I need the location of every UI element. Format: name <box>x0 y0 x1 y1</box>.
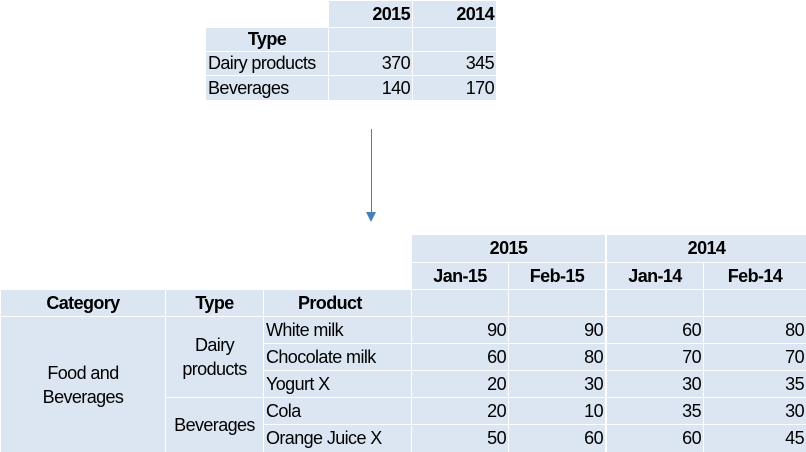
value-cell[interactable]: 60 <box>509 425 605 452</box>
value-cell[interactable]: 90 <box>412 317 508 343</box>
bottom-month-header[interactable]: Feb-14 <box>704 263 806 289</box>
product-cell[interactable]: Orange Juice X <box>264 425 411 452</box>
value-cell[interactable]: 30 <box>704 398 806 424</box>
type-cell-dairy[interactable]: Dairy products <box>166 317 263 397</box>
type-cell-beverages[interactable]: Beverages <box>166 398 263 452</box>
down-arrow-line <box>371 129 372 213</box>
category-line: Food and <box>47 362 119 383</box>
bottom-year-2015[interactable]: 2015 <box>412 235 605 262</box>
value-cell[interactable]: 30 <box>607 371 703 397</box>
value-cell[interactable]: 60 <box>607 425 703 452</box>
value-cell[interactable]: 60 <box>607 317 703 343</box>
top-row-label[interactable]: Beverages <box>206 76 328 100</box>
value-cell[interactable]: 35 <box>704 371 806 397</box>
top-year-2014[interactable]: 2014 <box>413 1 496 27</box>
value-cell[interactable]: 60 <box>412 344 508 370</box>
value-cell[interactable]: 80 <box>509 344 605 370</box>
top-row-value[interactable]: 370 <box>329 52 412 75</box>
top-row-label[interactable]: Dairy products <box>206 52 328 75</box>
value-cell[interactable]: 30 <box>509 371 605 397</box>
value-cell[interactable]: 45 <box>704 425 806 452</box>
value-cell[interactable]: 70 <box>607 344 703 370</box>
value-cell[interactable]: 35 <box>607 398 703 424</box>
product-cell[interactable]: Yogurt X <box>264 371 411 397</box>
product-cell[interactable]: White milk <box>264 317 411 343</box>
bottom-month-header[interactable]: Jan-14 <box>607 263 703 289</box>
type-line: products <box>182 359 247 379</box>
product-header[interactable]: Product <box>264 290 411 316</box>
value-cell[interactable]: 90 <box>509 317 605 343</box>
type-line: Dairy <box>194 335 235 355</box>
top-row-value[interactable]: 345 <box>413 52 496 75</box>
value-cell[interactable]: 80 <box>704 317 806 343</box>
top-row-value[interactable]: 140 <box>329 76 412 100</box>
bottom-year-2014[interactable]: 2014 <box>607 235 806 262</box>
value-cell[interactable]: 10 <box>509 398 605 424</box>
bottom-empty-cell[interactable] <box>704 290 806 316</box>
top-empty-cell[interactable] <box>329 28 412 51</box>
top-empty-cell[interactable] <box>413 28 496 51</box>
bottom-month-header[interactable]: Jan-15 <box>412 263 508 289</box>
top-year-2015[interactable]: 2015 <box>329 1 412 27</box>
value-cell[interactable]: 20 <box>412 398 508 424</box>
top-row-value[interactable]: 170 <box>413 76 496 100</box>
value-cell[interactable]: 50 <box>412 425 508 452</box>
product-cell[interactable]: Cola <box>264 398 411 424</box>
bottom-empty-cell[interactable] <box>607 290 703 316</box>
down-arrow-icon <box>366 212 376 222</box>
bottom-month-header[interactable]: Feb-15 <box>509 263 605 289</box>
type-header[interactable]: Type <box>166 290 263 316</box>
category-line: Beverages <box>42 386 124 407</box>
product-cell[interactable]: Chocolate milk <box>264 344 411 370</box>
value-cell[interactable]: 20 <box>412 371 508 397</box>
value-cell[interactable]: 70 <box>704 344 806 370</box>
category-header[interactable]: Category <box>1 290 165 316</box>
bottom-empty-cell[interactable] <box>412 290 508 316</box>
category-cell[interactable]: Food and Beverages <box>1 317 165 452</box>
top-type-header[interactable]: Type <box>206 28 328 51</box>
bottom-empty-cell[interactable] <box>509 290 605 316</box>
